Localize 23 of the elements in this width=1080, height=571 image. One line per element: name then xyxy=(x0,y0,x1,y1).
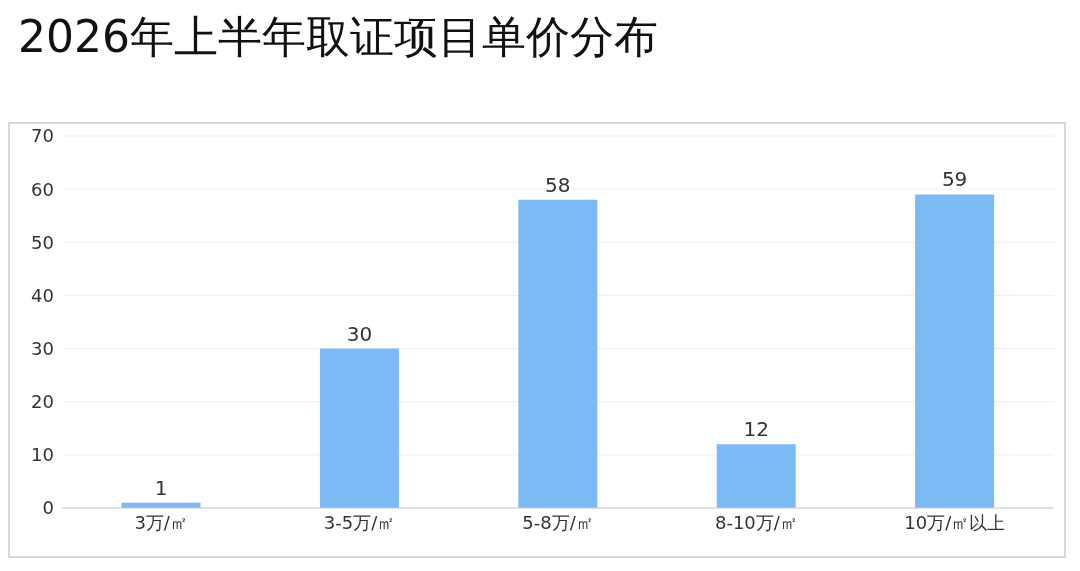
bar xyxy=(518,199,598,508)
x-tick-label: 3-5万/㎡ xyxy=(323,511,396,533)
y-tick-label: 20 xyxy=(31,391,54,413)
bar xyxy=(319,348,399,508)
y-tick-label: 40 xyxy=(31,284,54,306)
bar xyxy=(716,444,796,508)
x-tick-label: 5-8万/㎡ xyxy=(522,511,594,533)
y-tick-label: 70 xyxy=(31,125,54,147)
data-label: 59 xyxy=(941,167,968,192)
x-tick-label: 3万/㎡ xyxy=(134,511,188,533)
y-tick-label: 30 xyxy=(31,337,54,359)
chart-title: 2026年上半年取证项目单价分布 xyxy=(18,10,659,64)
bar xyxy=(915,194,995,508)
data-label: 30 xyxy=(346,321,373,346)
x-tick-label: 8-10万/㎡ xyxy=(714,511,798,533)
data-label: 58 xyxy=(545,172,571,197)
data-label: 12 xyxy=(743,417,769,442)
y-tick-label: 60 xyxy=(31,178,54,200)
data-label: 1 xyxy=(154,475,168,500)
y-tick-label: 50 xyxy=(31,231,54,253)
y-tick-label: 0 xyxy=(42,497,54,519)
x-tick-label: 10万/㎡以上 xyxy=(904,511,1006,533)
y-tick-label: 10 xyxy=(31,444,54,466)
